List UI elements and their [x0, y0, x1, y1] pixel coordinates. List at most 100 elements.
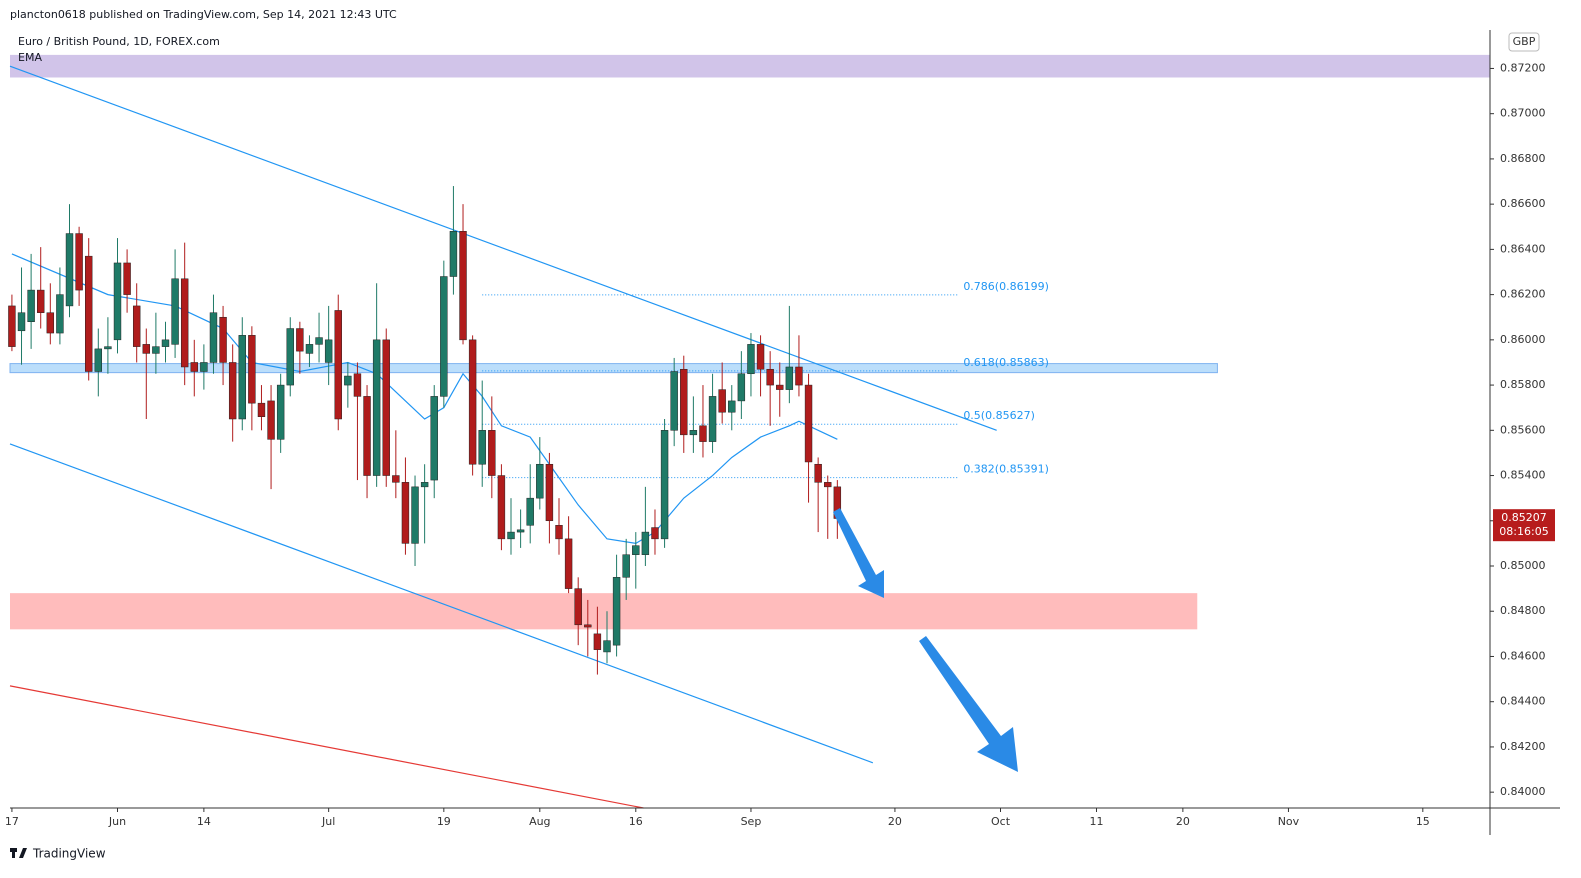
candle-body	[526, 497, 534, 526]
x-tick-label: 11	[1089, 815, 1103, 828]
candle-body	[584, 624, 592, 628]
candle-body	[564, 538, 573, 589]
candle-body	[497, 475, 506, 540]
zone	[9, 363, 1218, 374]
candle-body	[142, 344, 150, 354]
candle-body	[46, 312, 55, 334]
candle-body	[353, 373, 362, 397]
trend-line	[9, 685, 644, 809]
candle-body	[180, 278, 189, 368]
x-tick-label: 17	[5, 815, 19, 828]
candle-body	[430, 396, 438, 481]
y-tick-label: 0.87200	[1500, 61, 1546, 74]
candle-body	[37, 289, 45, 313]
candle-body	[8, 305, 16, 347]
brand: TradingView	[10, 847, 106, 861]
candle-body	[123, 262, 131, 295]
candle-body	[545, 463, 554, 522]
y-tick-label: 0.84600	[1500, 649, 1546, 662]
x-tick-label: Jul	[321, 815, 335, 828]
fib-label: 0.786(0.86199)	[963, 280, 1049, 293]
candle-body	[699, 425, 707, 442]
candle-body	[622, 554, 630, 578]
candle-body	[670, 371, 678, 431]
candle-body	[27, 289, 35, 323]
candle-body	[104, 346, 112, 350]
candle-body	[17, 312, 26, 332]
candle-body	[132, 305, 141, 347]
y-tick-label: 0.86600	[1500, 197, 1546, 210]
x-tick-label: Oct	[991, 815, 1011, 828]
candle-body	[372, 339, 381, 476]
candle-body	[190, 362, 198, 372]
candle-body	[248, 335, 256, 404]
candle-body	[75, 233, 83, 291]
y-tick-label: 0.86000	[1500, 333, 1546, 346]
y-tick-label: 0.86400	[1500, 242, 1546, 255]
brand-name: TradingView	[32, 847, 106, 861]
logo	[12, 848, 15, 858]
candle-body	[449, 231, 458, 277]
candle-body	[555, 525, 563, 540]
candle-body	[171, 278, 179, 345]
candle-body	[766, 368, 774, 386]
candle-body	[651, 527, 659, 540]
y-tick-label: 0.84400	[1500, 695, 1546, 708]
candle-body	[267, 400, 275, 440]
candle-body	[776, 384, 784, 390]
candle-body	[593, 633, 602, 650]
candle-body	[516, 529, 525, 533]
candle-body	[536, 463, 544, 499]
candle-body	[334, 310, 342, 420]
candle-body	[161, 339, 170, 347]
logo	[19, 848, 27, 858]
candle-body	[286, 328, 294, 386]
countdown: 08:16:05	[1499, 525, 1548, 538]
y-tick-label: 0.84000	[1500, 785, 1546, 798]
x-tick-label: 20	[888, 815, 902, 828]
y-tick-label: 0.85400	[1500, 469, 1546, 482]
y-tick-label: 0.85800	[1500, 378, 1546, 391]
arrow	[919, 636, 1018, 772]
candle-body	[296, 328, 304, 352]
candle-body	[152, 346, 160, 354]
trend-line	[9, 65, 997, 431]
candle-body	[737, 373, 746, 402]
currency-box	[1508, 32, 1540, 52]
last-price: 0.85207	[1501, 511, 1547, 524]
x-tick-label: Nov	[1278, 815, 1300, 828]
candle-body	[344, 375, 352, 386]
candle-body	[324, 339, 333, 363]
candle-body	[603, 640, 611, 653]
candle-body	[411, 486, 419, 544]
candle-body	[305, 344, 314, 354]
x-tick-label: 16	[629, 815, 643, 828]
candle-body	[795, 366, 803, 386]
candle-body	[574, 588, 582, 626]
chart-title: Euro / British Pound, 1D, FOREX.com	[18, 35, 220, 48]
candle-body	[804, 384, 813, 463]
candle-body	[209, 312, 218, 363]
candle-body	[113, 262, 122, 341]
trend-line	[9, 443, 874, 764]
candle-body	[507, 531, 515, 540]
candle-body	[420, 482, 429, 488]
y-tick-label: 0.86200	[1500, 288, 1546, 301]
arrow	[833, 508, 884, 598]
fib-label: 0.5(0.85627)	[963, 409, 1035, 422]
candle-body	[632, 545, 640, 555]
y-tick-label: 0.87000	[1500, 107, 1546, 120]
x-tick-label: 14	[197, 815, 211, 828]
candle-body	[680, 368, 688, 436]
y-tick-label: 0.84800	[1500, 604, 1546, 617]
candle-body	[440, 276, 448, 397]
candle-body	[401, 482, 410, 544]
ema-line	[11, 253, 838, 545]
candle-body	[718, 389, 726, 413]
candle-body	[785, 366, 794, 390]
x-tick-label: Sep	[741, 815, 762, 828]
x-tick-label: 19	[437, 815, 451, 828]
currency: GBP	[1513, 35, 1536, 48]
candle-body	[276, 384, 285, 440]
